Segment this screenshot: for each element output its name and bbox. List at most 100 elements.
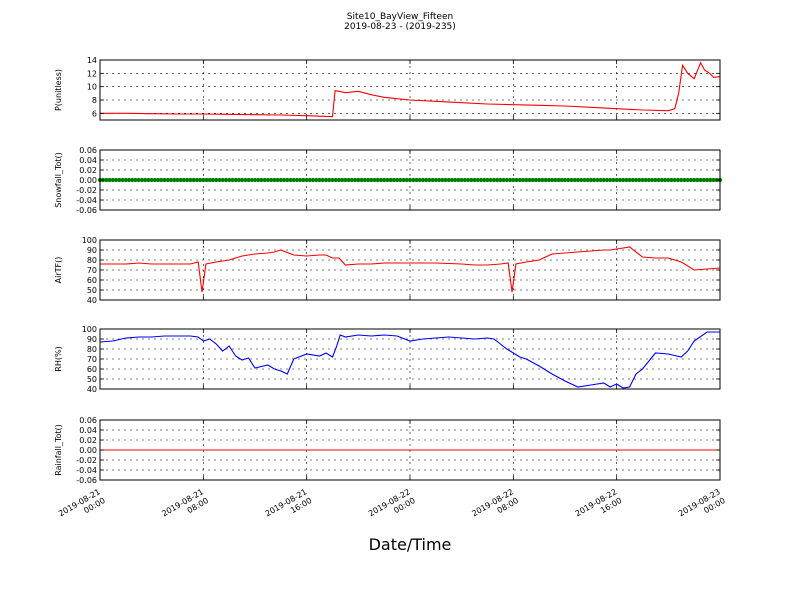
data-point [617,177,622,183]
data-point [181,177,187,183]
data-point [239,177,245,183]
data-point [359,177,364,183]
data-point [275,177,280,183]
data-point [430,177,435,183]
data-point [301,177,306,183]
data-point [320,177,325,183]
y-tick-label: 6 [92,109,97,118]
y-axis-label: RH(%) [54,346,63,371]
y-tick-label: -0.02 [76,186,97,195]
data-point [114,177,119,183]
y-tick-label: 60 [87,276,97,285]
data-point [491,177,497,183]
data-point [621,177,626,183]
data-point [346,177,351,183]
data-point [504,177,509,183]
y-tick-label: 60 [87,365,97,374]
y-tick-label: 0.04 [79,156,97,165]
data-point [459,177,464,183]
data-point [149,177,154,183]
data-point [672,177,677,183]
data-point [217,177,222,183]
data-point [601,177,606,183]
data-point [579,177,584,183]
data-point [440,177,445,183]
data-point [520,177,526,183]
data-point [585,177,590,183]
data-point [207,177,212,183]
data-line [99,331,720,389]
data-point [126,177,132,183]
data-point [353,177,358,183]
data-point [708,177,713,183]
data-point [201,177,206,183]
y-tick-label: 0.04 [79,426,97,435]
data-point [162,177,167,183]
data-point [591,177,597,183]
data-points [97,177,723,183]
y-tick-label: -0.04 [76,196,97,205]
data-point [298,177,303,183]
data-point [175,177,180,183]
data-point [633,177,639,183]
y-tick-label: 80 [87,256,97,265]
data-point [701,177,706,183]
data-point [569,177,574,183]
data-point [382,177,387,183]
data-point [562,177,568,183]
data-point [107,177,112,183]
data-point [695,177,700,183]
data-point [424,177,429,183]
data-point [165,177,170,183]
data-point [110,177,116,183]
data-point [549,177,555,183]
data-point [246,177,251,183]
data-point [443,177,448,183]
data-point [323,177,329,183]
data-point [143,177,148,183]
data-point [159,177,164,183]
data-point [537,177,542,183]
data-point [643,177,648,183]
data-point [608,177,613,183]
data-point [511,177,516,183]
data-point [559,177,564,183]
data-point [220,177,225,183]
data-point [495,177,500,183]
y-axis-label: Rainfall_Tot() [54,424,63,476]
data-point [304,177,309,183]
data-point [349,177,354,183]
subplots: 68101214P(unitless)-0.06-0.04-0.020.000.… [54,56,723,485]
data-point [630,177,635,183]
data-point [524,177,529,183]
data-point [456,177,461,183]
data-point [572,177,577,183]
data-point [588,177,593,183]
data-point [204,177,209,183]
data-point [417,177,422,183]
y-tick-label: -0.06 [76,476,97,485]
data-point [498,177,503,183]
data-point [527,177,532,183]
data-point [553,177,558,183]
data-point [123,177,128,183]
data-point [482,177,487,183]
data-point [136,177,141,183]
data-point [188,177,193,183]
data-point [378,177,384,183]
data-point [327,177,332,183]
data-point [659,177,664,183]
data-point [272,177,277,183]
data-point [692,177,697,183]
data-point [398,177,403,183]
y-tick-label: -0.04 [76,466,97,475]
data-point [294,177,300,183]
data-point [556,177,561,183]
y-tick-label: 70 [87,355,97,364]
figure-title: Site10_BayView_Fifteen [347,12,453,22]
data-point [394,177,400,183]
data-point [688,177,694,183]
data-point [120,177,125,183]
data-point [420,177,426,183]
